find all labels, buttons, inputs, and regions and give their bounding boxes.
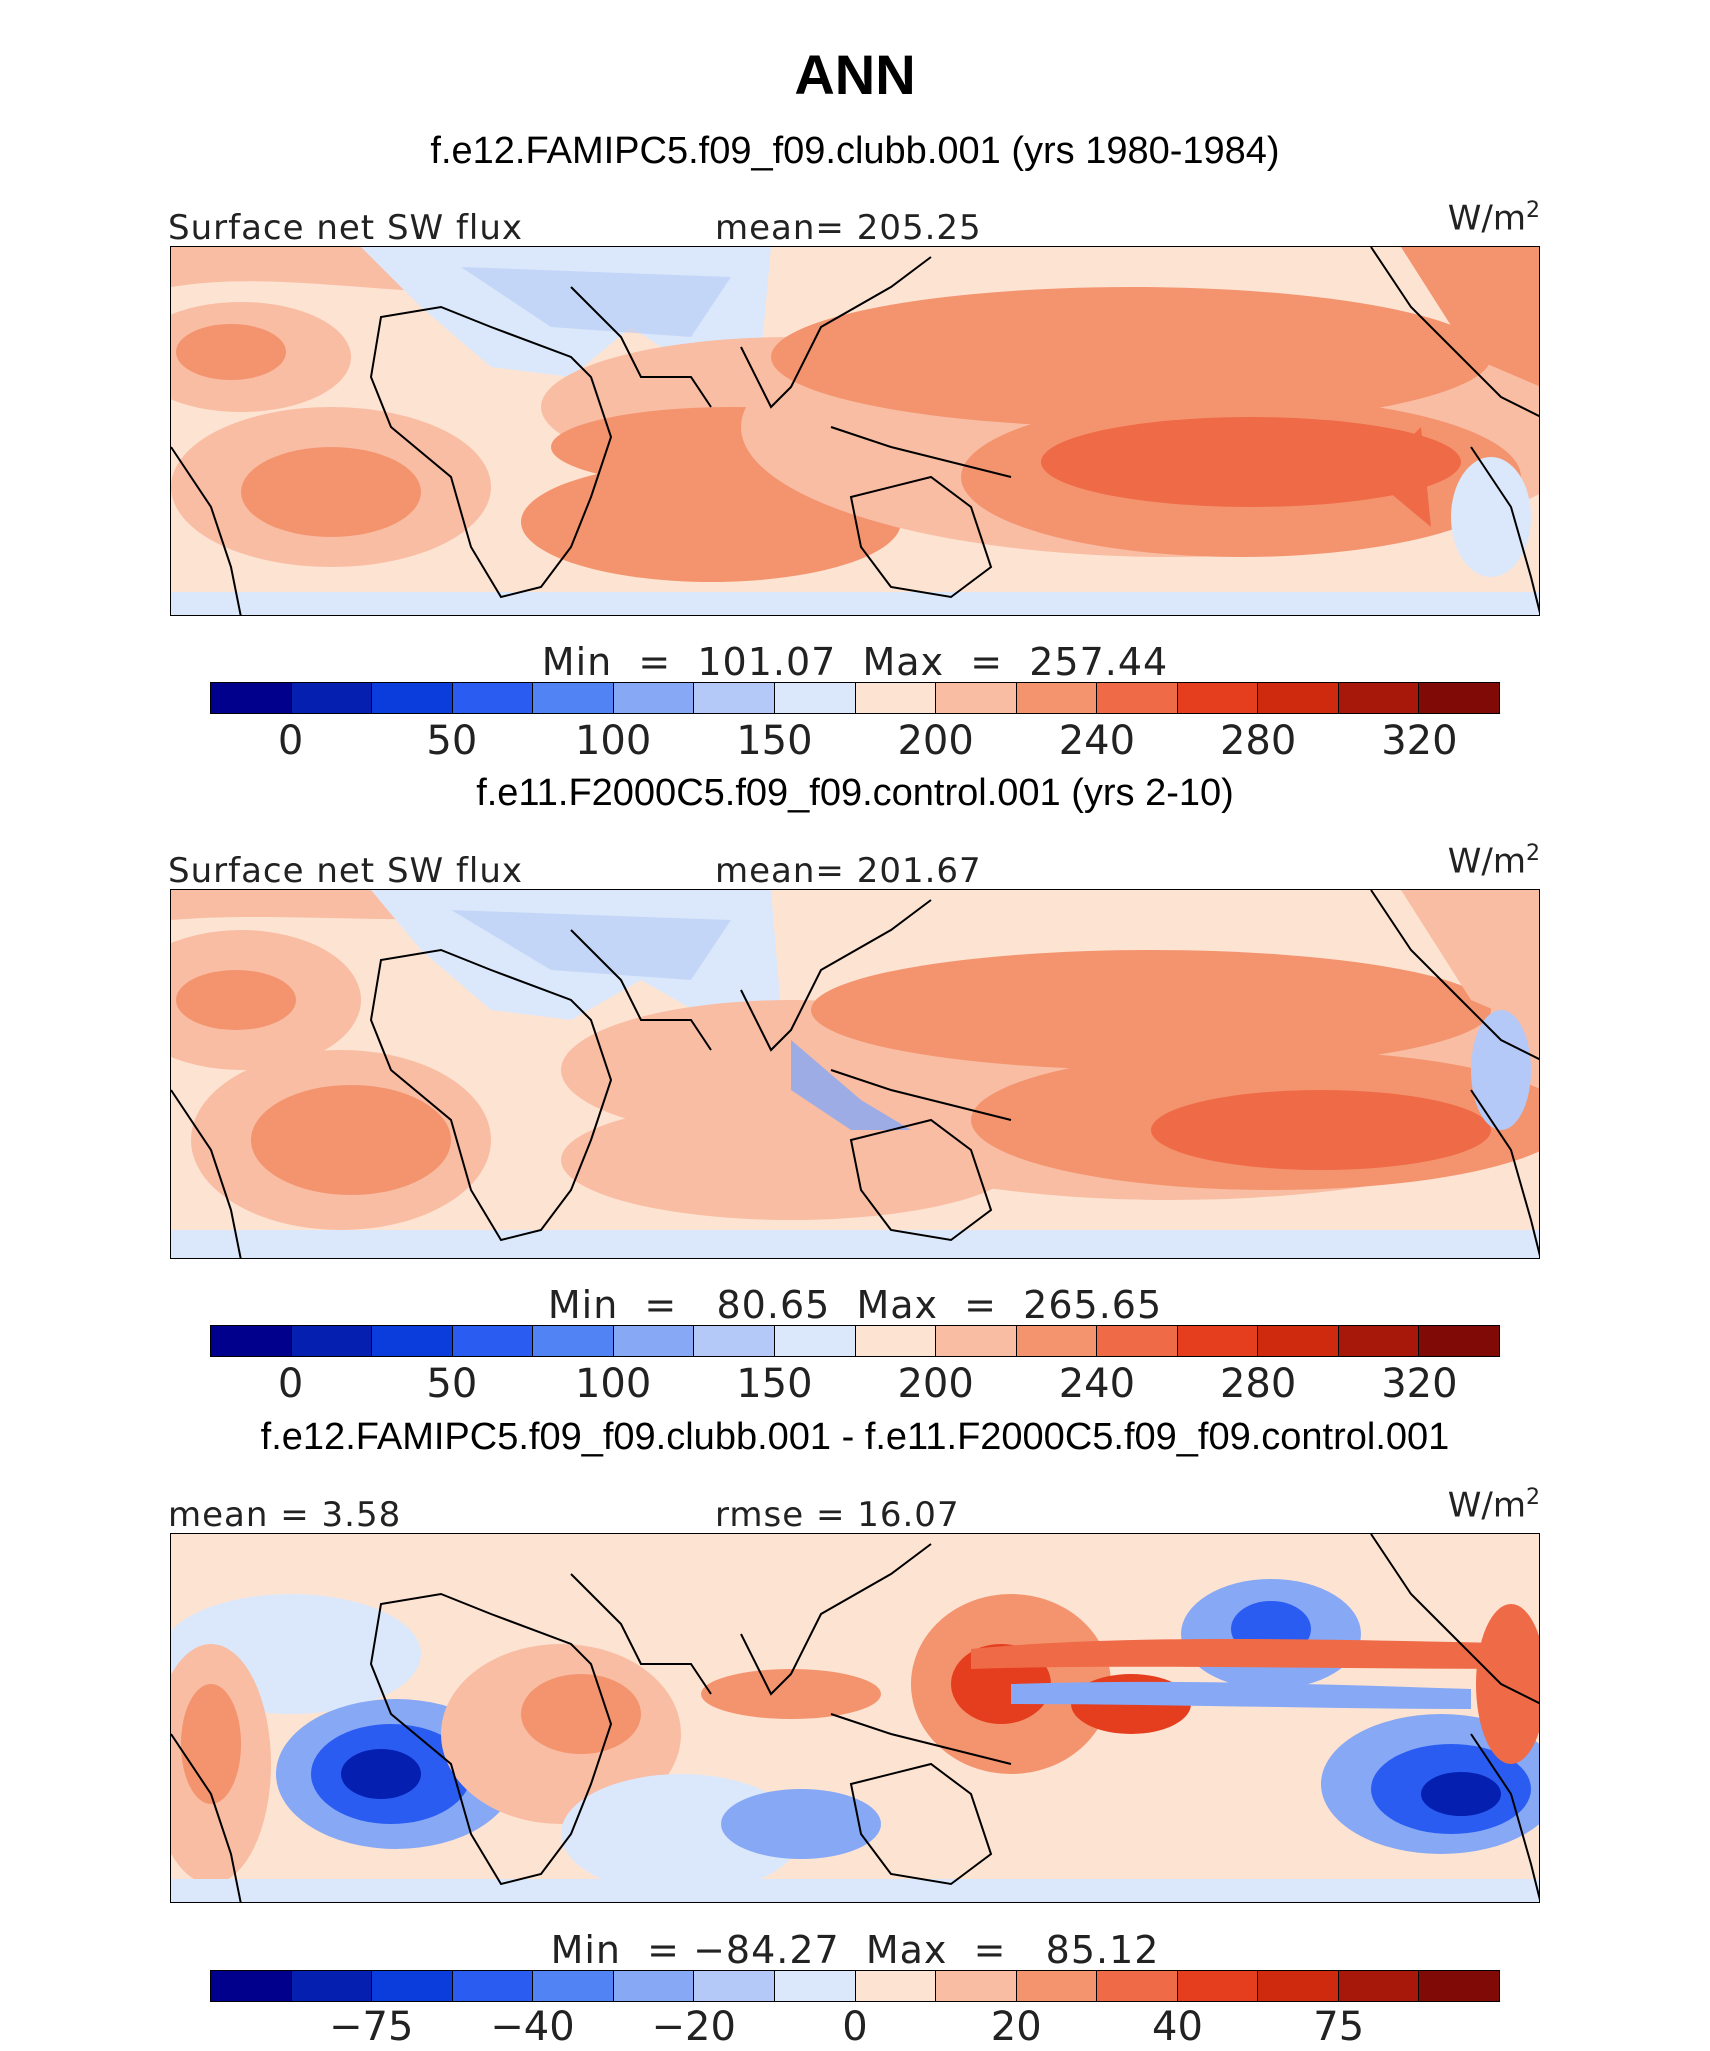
panel1-colorbar-tick-label: 280 bbox=[1219, 718, 1297, 764]
panel2-colorbar-tick-label: 0 bbox=[277, 1361, 304, 1407]
panel3-map bbox=[170, 1533, 1540, 1903]
panel2-colorbar-tick-label: 200 bbox=[897, 1361, 974, 1407]
panel1-colorbar-swatch bbox=[613, 683, 695, 713]
panel3-case-title: f.e12.FAMIPC5.f09_f09.clubb.001 - f.e11.… bbox=[260, 1416, 1450, 1458]
panel3-colorbar-tick-label: 20 bbox=[990, 2004, 1042, 2050]
panel2-mean-label: mean= 201.67 bbox=[715, 851, 982, 891]
panel3-rmse-label: rmse = 16.07 bbox=[715, 1495, 960, 1535]
panel3-contour-map bbox=[171, 1534, 1539, 1902]
panel3-colorbar-swatch bbox=[452, 1971, 534, 2001]
panel3-colorbar-swatch bbox=[372, 1971, 453, 2001]
panel2-colorbar-tick-label: 50 bbox=[426, 1361, 478, 1407]
panel3-colorbar-tick-label: 75 bbox=[1313, 2004, 1365, 2050]
panel3-colorbar-tick-label: 40 bbox=[1152, 2004, 1203, 2050]
panel1-colorbar-swatch bbox=[1097, 683, 1178, 713]
panel1-colorbar-tick-label: 240 bbox=[1058, 718, 1136, 764]
panel1-colorbar-tick-label: 320 bbox=[1381, 718, 1458, 764]
panel2-colorbar-swatch bbox=[1338, 1326, 1420, 1356]
panel3-colorbar-swatch bbox=[613, 1971, 695, 2001]
panel2-colorbar-swatch bbox=[1177, 1326, 1259, 1356]
panel2-variable-label: Surface net SW flux bbox=[168, 851, 524, 891]
panel1-colorbar-tick-label: 100 bbox=[574, 718, 652, 764]
panel1-colorbar-swatch bbox=[1258, 683, 1339, 713]
panel3-colorbar-swatch bbox=[211, 1971, 292, 2001]
panel3-colorbar-swatch bbox=[694, 1971, 775, 2001]
panel1-colorbar-ticks: 0 50 100 150 200 240 280 320 bbox=[210, 718, 1500, 764]
panel3-colorbar-swatch bbox=[1419, 1971, 1499, 2001]
panel1-colorbar-swatch bbox=[211, 683, 292, 713]
panel3-colorbar-swatch bbox=[1097, 1971, 1178, 2001]
panel3-colorbar-swatch bbox=[533, 1971, 614, 2001]
panel1-case-title: f.e12.FAMIPC5.f09_f09.clubb.001 (yrs 198… bbox=[430, 130, 1280, 172]
panel1-colorbar-swatch bbox=[372, 683, 453, 713]
panel2-colorbar-swatch bbox=[774, 1326, 856, 1356]
panel1-colorbar-tick-label: 50 bbox=[426, 718, 478, 764]
panel1-colorbar-tick-label: 0 bbox=[277, 718, 304, 764]
panel1-colorbar-swatch bbox=[774, 683, 856, 713]
panel1-colorbar-swatch bbox=[936, 683, 1017, 713]
panel1-colorbar-swatch bbox=[1419, 683, 1499, 713]
panel2-colorbar bbox=[210, 1325, 1500, 1357]
panel2-colorbar-tick-label: 320 bbox=[1381, 1361, 1458, 1407]
panel3-minmax: Min = −84.27 Max = 85.12 bbox=[550, 1928, 1160, 1972]
panel2-map bbox=[170, 889, 1540, 1259]
panel2-colorbar-swatch bbox=[211, 1326, 292, 1356]
panel1-map bbox=[170, 246, 1540, 616]
panel1-mean-label: mean= 205.25 bbox=[715, 208, 982, 248]
panel2-colorbar-swatch bbox=[1097, 1326, 1178, 1356]
panel1-colorbar-swatch bbox=[1177, 683, 1259, 713]
panel1-contour-map bbox=[171, 247, 1539, 615]
panel2-colorbar-swatch bbox=[452, 1326, 534, 1356]
panel3-colorbar-swatch bbox=[936, 1971, 1017, 2001]
figure-title: ANN bbox=[794, 43, 916, 106]
panel3-colorbar-tick-label: −20 bbox=[651, 2004, 736, 2050]
panel3-colorbar-ticks: −75 −40 −20 0 20 40 75 bbox=[210, 2004, 1500, 2050]
panel2-colorbar-swatch bbox=[372, 1326, 453, 1356]
panel3-colorbar-tick-label: −75 bbox=[329, 2004, 414, 2050]
panel1-colorbar-swatch bbox=[694, 683, 775, 713]
panel1-minmax: Min = 101.07 Max = 257.44 bbox=[541, 640, 1169, 684]
panel2-colorbar-tick-label: 280 bbox=[1219, 1361, 1297, 1407]
panel1-units: W/m2 bbox=[1447, 198, 1540, 239]
panel1-colorbar-swatch bbox=[1338, 683, 1420, 713]
panel2-minmax: Min = 80.65 Max = 265.65 bbox=[547, 1283, 1163, 1327]
panel2-colorbar-swatch bbox=[291, 1326, 373, 1356]
panel2-colorbar-tick-label: 150 bbox=[736, 1361, 813, 1407]
panel1-colorbar bbox=[210, 682, 1500, 714]
panel1-colorbar-tick-label: 150 bbox=[736, 718, 813, 764]
panel1-variable-label: Surface net SW flux bbox=[168, 208, 524, 248]
panel3-colorbar-swatch bbox=[855, 1971, 937, 2001]
panel3-units: W/m2 bbox=[1447, 1485, 1540, 1526]
panel3-colorbar-swatch bbox=[1177, 1971, 1259, 2001]
panel3-colorbar bbox=[210, 1970, 1500, 2002]
panel2-case-title: f.e11.F2000C5.f09_f09.control.001 (yrs 2… bbox=[476, 772, 1234, 814]
panel3-colorbar-tick-label: −40 bbox=[490, 2004, 575, 2050]
panel1-colorbar-swatch bbox=[533, 683, 614, 713]
panel2-units: W/m2 bbox=[1447, 841, 1540, 882]
panel2-colorbar-swatch bbox=[1016, 1326, 1098, 1356]
panel2-colorbar-ticks: 0 50 100 150 200 240 280 320 bbox=[210, 1361, 1500, 1407]
panel3-mean-label: mean = 3.58 bbox=[168, 1495, 402, 1535]
panel3-colorbar-swatch bbox=[1258, 1971, 1339, 2001]
panel2-colorbar-swatch bbox=[533, 1326, 614, 1356]
panel1-colorbar-swatch bbox=[1016, 683, 1098, 713]
panel3-colorbar-swatch bbox=[1016, 1971, 1098, 2001]
panel2-colorbar-swatch bbox=[1419, 1326, 1499, 1356]
panel2-colorbar-swatch bbox=[1258, 1326, 1339, 1356]
panel2-colorbar-swatch bbox=[694, 1326, 775, 1356]
panel3-colorbar-swatch bbox=[774, 1971, 856, 2001]
panel1-colorbar-swatch bbox=[452, 683, 534, 713]
panel2-colorbar-swatch bbox=[855, 1326, 937, 1356]
panel2-colorbar-swatch bbox=[613, 1326, 695, 1356]
panel3-colorbar-swatch bbox=[291, 1971, 373, 2001]
panel1-colorbar-tick-label: 200 bbox=[897, 718, 974, 764]
panel2-colorbar-tick-label: 240 bbox=[1058, 1361, 1136, 1407]
panel3-colorbar-tick-label: 0 bbox=[842, 2004, 868, 2050]
panel2-colorbar-swatch bbox=[936, 1326, 1017, 1356]
panel3-colorbar-swatch bbox=[1338, 1971, 1420, 2001]
panel2-colorbar-tick-label: 100 bbox=[574, 1361, 652, 1407]
panel1-colorbar-swatch bbox=[291, 683, 373, 713]
panel2-contour-map bbox=[171, 890, 1539, 1258]
panel1-colorbar-swatch bbox=[855, 683, 937, 713]
